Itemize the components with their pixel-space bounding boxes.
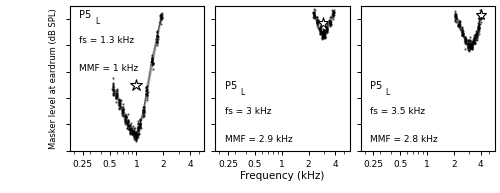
Text: fs = 1.3 kHz: fs = 1.3 kHz <box>80 36 134 45</box>
Text: fs = 3 kHz: fs = 3 kHz <box>224 107 271 116</box>
Text: P5: P5 <box>224 81 237 91</box>
Text: MMF = 2.9 kHz: MMF = 2.9 kHz <box>224 135 292 144</box>
X-axis label: Frequency (kHz): Frequency (kHz) <box>240 171 324 181</box>
Text: L: L <box>240 88 244 97</box>
Text: L: L <box>386 88 390 97</box>
Text: MMF = 1 kHz: MMF = 1 kHz <box>80 64 138 73</box>
Text: P5: P5 <box>80 10 92 20</box>
Text: fs = 3.5 kHz: fs = 3.5 kHz <box>370 107 425 116</box>
Text: L: L <box>95 17 99 26</box>
Y-axis label: Masker level at eardrum (dB SPL): Masker level at eardrum (dB SPL) <box>49 8 58 149</box>
Text: P5: P5 <box>370 81 382 91</box>
Text: MMF = 2.8 kHz: MMF = 2.8 kHz <box>370 135 438 144</box>
